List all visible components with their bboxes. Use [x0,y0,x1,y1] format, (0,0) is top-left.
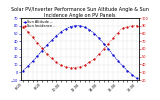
Sun Altitude -- [79,25,81,26]
Sun Altitude -- [108,48,109,50]
Sun Incidence .. [93,58,95,60]
Line: Sun Altitude --: Sun Altitude -- [22,25,138,79]
Sun Incidence .. [41,48,43,49]
Sun Incidence .. [32,37,34,38]
Sun Incidence .. [65,66,67,67]
Sun Altitude -- [51,40,52,41]
Sun Incidence .. [88,62,90,63]
Sun Altitude -- [103,43,105,44]
Sun Incidence .. [51,58,52,59]
Sun Incidence .. [136,25,138,26]
Sun Altitude -- [126,70,128,71]
Sun Altitude -- [122,65,124,67]
Sun Altitude -- [88,29,90,30]
Sun Altitude -- [65,28,67,29]
Sun Altitude -- [117,60,119,61]
Sun Altitude -- [60,31,62,32]
Sun Incidence .. [126,27,128,28]
Sun Incidence .. [108,43,109,44]
Sun Altitude -- [84,27,86,28]
Sun Incidence .. [74,67,76,68]
Sun Altitude -- [41,50,43,51]
Sun Incidence .. [131,25,133,26]
Sun Incidence .. [79,66,81,67]
Sun Altitude -- [55,35,57,36]
Sun Altitude -- [32,61,34,62]
Sun Incidence .. [22,27,24,28]
Sun Incidence .. [117,32,119,33]
Sun Altitude -- [27,65,29,67]
Sun Altitude -- [98,38,100,39]
Sun Incidence .. [60,65,62,66]
Sun Altitude -- [22,70,24,71]
Sun Incidence .. [98,54,100,55]
Sun Altitude -- [136,78,138,79]
Sun Altitude -- [93,33,95,34]
Sun Incidence .. [103,48,105,50]
Sun Incidence .. [27,31,29,33]
Sun Altitude -- [112,55,114,56]
Sun Altitude -- [36,55,38,57]
Legend: Sun Altitude --, Sun Incidence ..: Sun Altitude --, Sun Incidence .. [23,20,56,28]
Sun Altitude -- [74,25,76,26]
Sun Incidence .. [46,53,48,54]
Sun Altitude -- [70,26,72,27]
Sun Altitude -- [131,74,133,75]
Sun Incidence .. [122,28,124,29]
Line: Sun Incidence ..: Sun Incidence .. [22,25,138,68]
Sun Altitude -- [46,44,48,46]
Sun Incidence .. [112,38,114,39]
Title: Solar PV/Inverter Performance Sun Altitude Angle & Sun Incidence Angle on PV Pan: Solar PV/Inverter Performance Sun Altitu… [11,7,149,18]
Sun Incidence .. [36,42,38,43]
Sun Incidence .. [55,62,57,63]
Sun Incidence .. [84,65,86,66]
Sun Incidence .. [70,67,72,68]
